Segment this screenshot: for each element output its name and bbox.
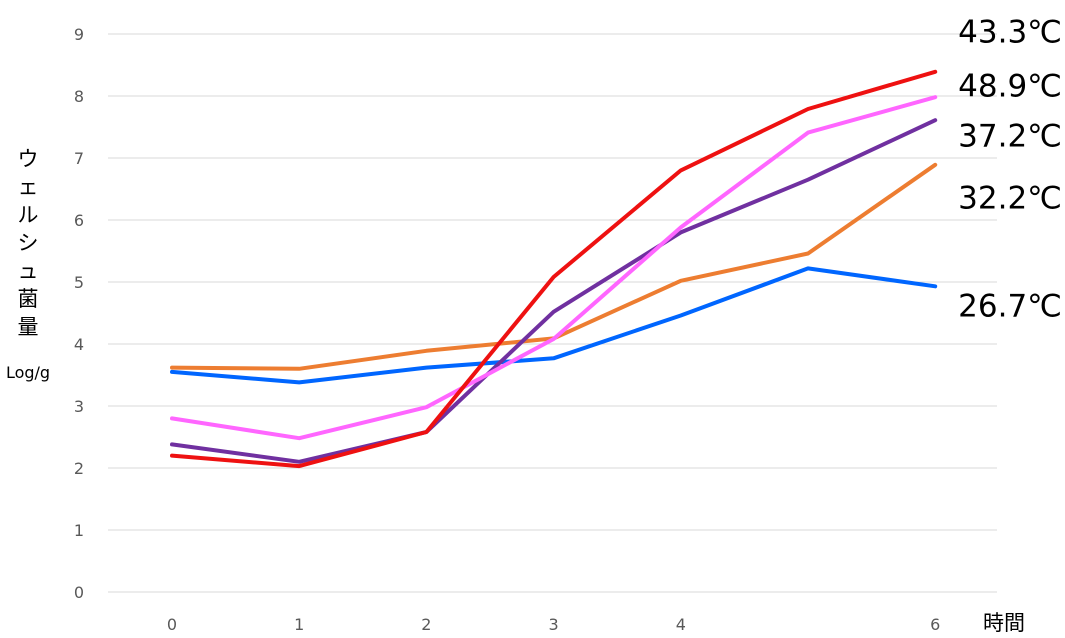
y-tick-label: 5 (74, 273, 84, 292)
y-axis-ticks: 0 1 2 3 4 5 6 7 8 9 (74, 25, 84, 602)
y-axis-title-char: ェ (18, 175, 39, 199)
series-label: 32.2℃ (958, 181, 1062, 217)
series-label: 37.2℃ (958, 119, 1062, 155)
y-axis-title-char: ウ (18, 147, 39, 171)
y-axis-title-char: 量 (18, 315, 39, 339)
x-tick-label: 3 (549, 615, 559, 634)
x-axis-title: 時間 (983, 611, 1025, 635)
series-line-4 (170, 266, 938, 385)
x-tick-label: 6 (930, 615, 940, 634)
series-lines (170, 69, 938, 469)
x-tick-label: 1 (294, 615, 304, 634)
y-tick-label: 3 (74, 397, 84, 416)
x-axis-ticks: 0 1 2 3 4 6 (167, 615, 940, 634)
y-tick-label: 1 (74, 521, 84, 540)
y-tick-label: 7 (74, 149, 84, 168)
y-tick-label: 2 (74, 459, 84, 478)
x-tick-label: 0 (167, 615, 177, 634)
gridlines (108, 33, 997, 593)
y-tick-label: 6 (74, 211, 84, 230)
y-tick-label: 9 (74, 25, 84, 44)
x-tick-label: 2 (421, 615, 431, 634)
series-line-1 (170, 95, 938, 441)
y-axis-unit: Log/g (6, 363, 50, 382)
series-labels: 43.3℃ 48.9℃ 37.2℃ 32.2℃ 26.7℃ (958, 15, 1062, 325)
series-line-2 (170, 118, 938, 464)
y-axis-title-char: ュ (18, 259, 39, 283)
series-label: 43.3℃ (958, 15, 1062, 51)
y-axis-title-char: 菌 (18, 287, 39, 311)
y-axis-title-char: シ (18, 231, 39, 255)
series-line-0 (170, 69, 938, 469)
y-axis-title-char: ル (18, 203, 39, 227)
series-label: 26.7℃ (958, 289, 1062, 325)
y-tick-label: 8 (74, 87, 84, 106)
y-tick-label: 0 (74, 583, 84, 602)
series-label: 48.9℃ (958, 69, 1062, 105)
y-tick-label: 4 (74, 335, 84, 354)
x-tick-label: 4 (676, 615, 686, 634)
